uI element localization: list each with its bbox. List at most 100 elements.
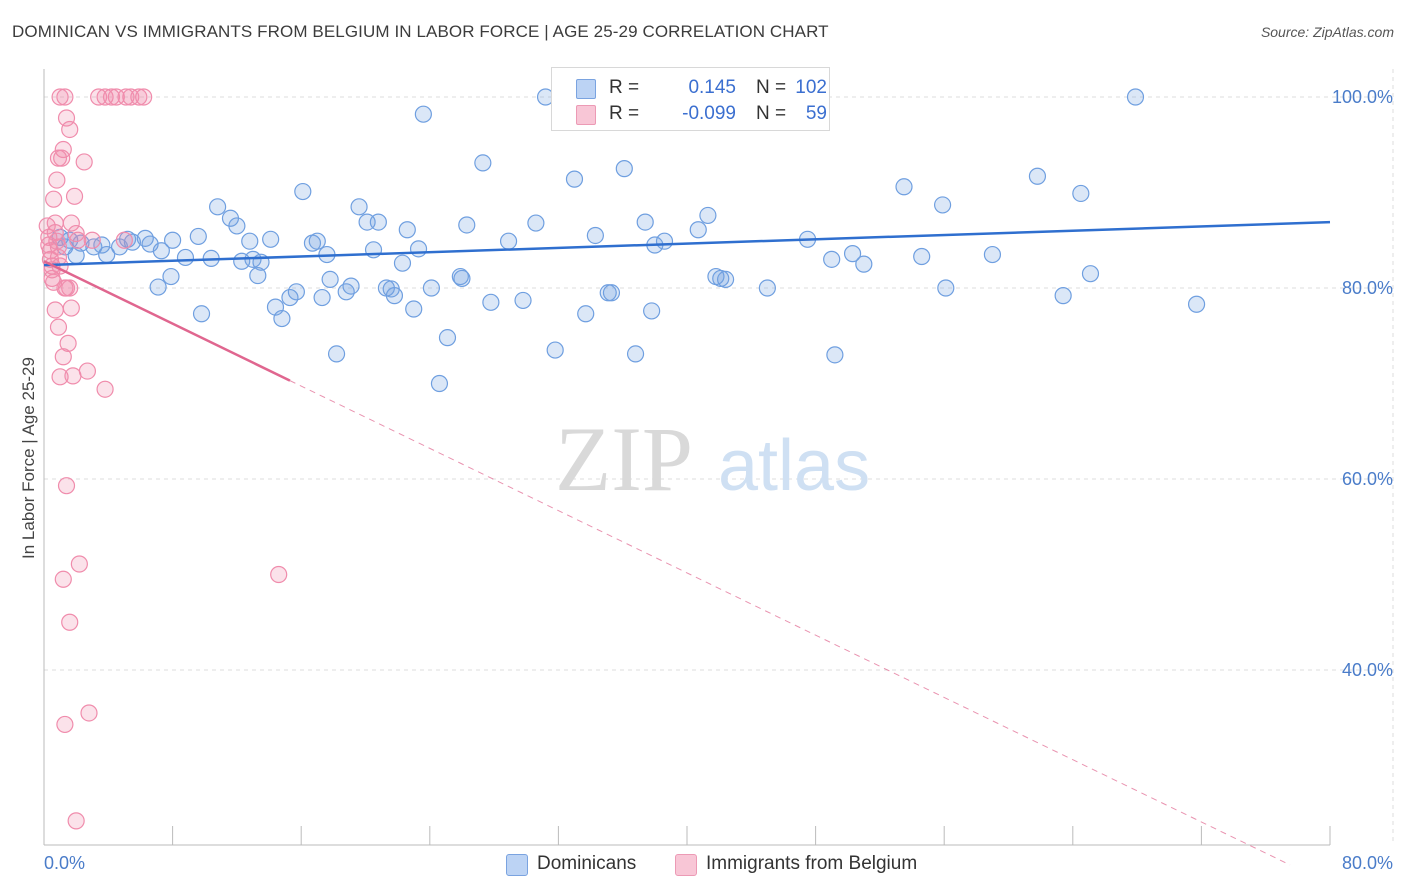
belgium-point [62, 299, 80, 317]
dominicans-point [176, 248, 195, 267]
dominicans-point [209, 198, 227, 216]
dominicans-point [189, 227, 207, 246]
dominicans-point [152, 242, 170, 260]
r-value: -0.099 [682, 103, 736, 124]
y-tick-label: 60.0% [1342, 469, 1393, 489]
belgium-point [80, 704, 98, 722]
belgium-point [115, 231, 133, 249]
dominicans-point [626, 345, 645, 363]
dominicans-point [499, 232, 518, 250]
chart-title: DOMINICAN VS IMMIGRANTS FROM BELGIUM IN … [12, 22, 829, 41]
belgium-point [49, 318, 68, 336]
tick-labels: 40.0% 60.0% 80.0% 100.0% 0.0% 80.0% [44, 87, 1393, 873]
dominicans-point [565, 170, 584, 188]
belgium-point [90, 88, 108, 106]
dominicans-point [398, 221, 416, 239]
belgium-trendline [43, 260, 291, 382]
dominicans-point [192, 305, 211, 323]
belgium-trendline-extension [289, 380, 1291, 866]
belgium-point [102, 88, 121, 106]
dominicans-point [527, 214, 545, 232]
dominicans-point [933, 196, 952, 214]
dominicans-point [409, 240, 428, 258]
belgium-swatch [576, 105, 596, 125]
dominicans-point [482, 293, 500, 311]
dominicans-point [249, 266, 267, 285]
belgium-point [46, 301, 64, 319]
dominicans-point [689, 221, 707, 239]
dominicans-point [287, 283, 305, 301]
dominicans-point [308, 232, 326, 250]
dominicans-point [342, 277, 360, 295]
dominicans-point [327, 345, 346, 363]
dominicans-point [826, 346, 844, 364]
watermark: ZIP atlas [555, 408, 870, 510]
dominicans-point [474, 154, 492, 172]
dominicans-point [636, 213, 654, 231]
y-axis-label: In Labor Force | Age 25-29 [19, 357, 38, 559]
dominicans-point [895, 178, 913, 196]
belgium-point [46, 224, 64, 242]
belgium-points [38, 88, 288, 830]
dominicans-point [823, 250, 841, 268]
belgium-point [51, 368, 69, 386]
r-label: R = [609, 103, 640, 124]
dominicans-point [405, 300, 423, 318]
dominicans-point [546, 341, 564, 359]
belgium-point [48, 171, 66, 189]
dominicans-point [937, 279, 955, 297]
legend-label: Dominicans [537, 853, 637, 874]
r-label: R = [609, 77, 640, 98]
dominicans-point [615, 160, 633, 178]
belgium-point [107, 88, 125, 106]
dominicans-point [699, 206, 717, 225]
correlation-legend: R = 0.145 N = 102 R = -0.099 N = 59 [551, 67, 830, 131]
belgium-point [62, 214, 80, 232]
dominicans-point [93, 236, 111, 254]
dominicans-point [273, 309, 291, 328]
dominicans-point [514, 291, 532, 310]
dominicans-point [1028, 167, 1047, 185]
belgium-point [53, 149, 71, 167]
belgium-point [51, 88, 69, 106]
source-label: Source: ZipAtlas.com [1260, 24, 1394, 40]
dominicans-point [294, 182, 312, 201]
belgium-point [69, 231, 87, 249]
belgium-point [270, 565, 288, 584]
belgium-point [61, 613, 79, 631]
dominicans-point [1054, 287, 1072, 305]
dominicans-point [162, 267, 180, 286]
dominicans-point [393, 254, 412, 272]
dominicans-swatch [506, 854, 528, 876]
dominicans-point [602, 284, 621, 302]
dominicans-point [758, 279, 776, 297]
dominicans-point [281, 288, 299, 307]
y-tick-label: 40.0% [1342, 660, 1393, 680]
axes [43, 69, 1331, 846]
dominicans-point [228, 217, 246, 235]
dominicans-point [321, 270, 339, 289]
belgium-point [67, 812, 85, 830]
dominicans-point [350, 198, 368, 216]
dominicans-point [453, 269, 471, 288]
dominicans-point [262, 230, 280, 248]
belgium-point [61, 120, 79, 139]
dominicans-point [586, 226, 604, 245]
dominicans-point [313, 288, 331, 307]
dominicans-trendline [43, 220, 1331, 267]
watermark-zip: ZIP [555, 408, 693, 510]
belgium-point [75, 153, 93, 171]
belgium-point [59, 334, 77, 352]
belgium-point [54, 570, 72, 588]
belgium-point [56, 715, 74, 734]
belgium-swatch [675, 854, 697, 876]
r-value: 0.145 [688, 77, 736, 98]
dominicans-point [422, 279, 441, 297]
belgium-point [117, 88, 135, 106]
dominicans-point [414, 105, 432, 123]
dominicans-point [1187, 295, 1206, 313]
y-tick-label: 80.0% [1342, 278, 1393, 298]
dominicans-point [843, 245, 862, 263]
belgium-point [96, 380, 114, 398]
